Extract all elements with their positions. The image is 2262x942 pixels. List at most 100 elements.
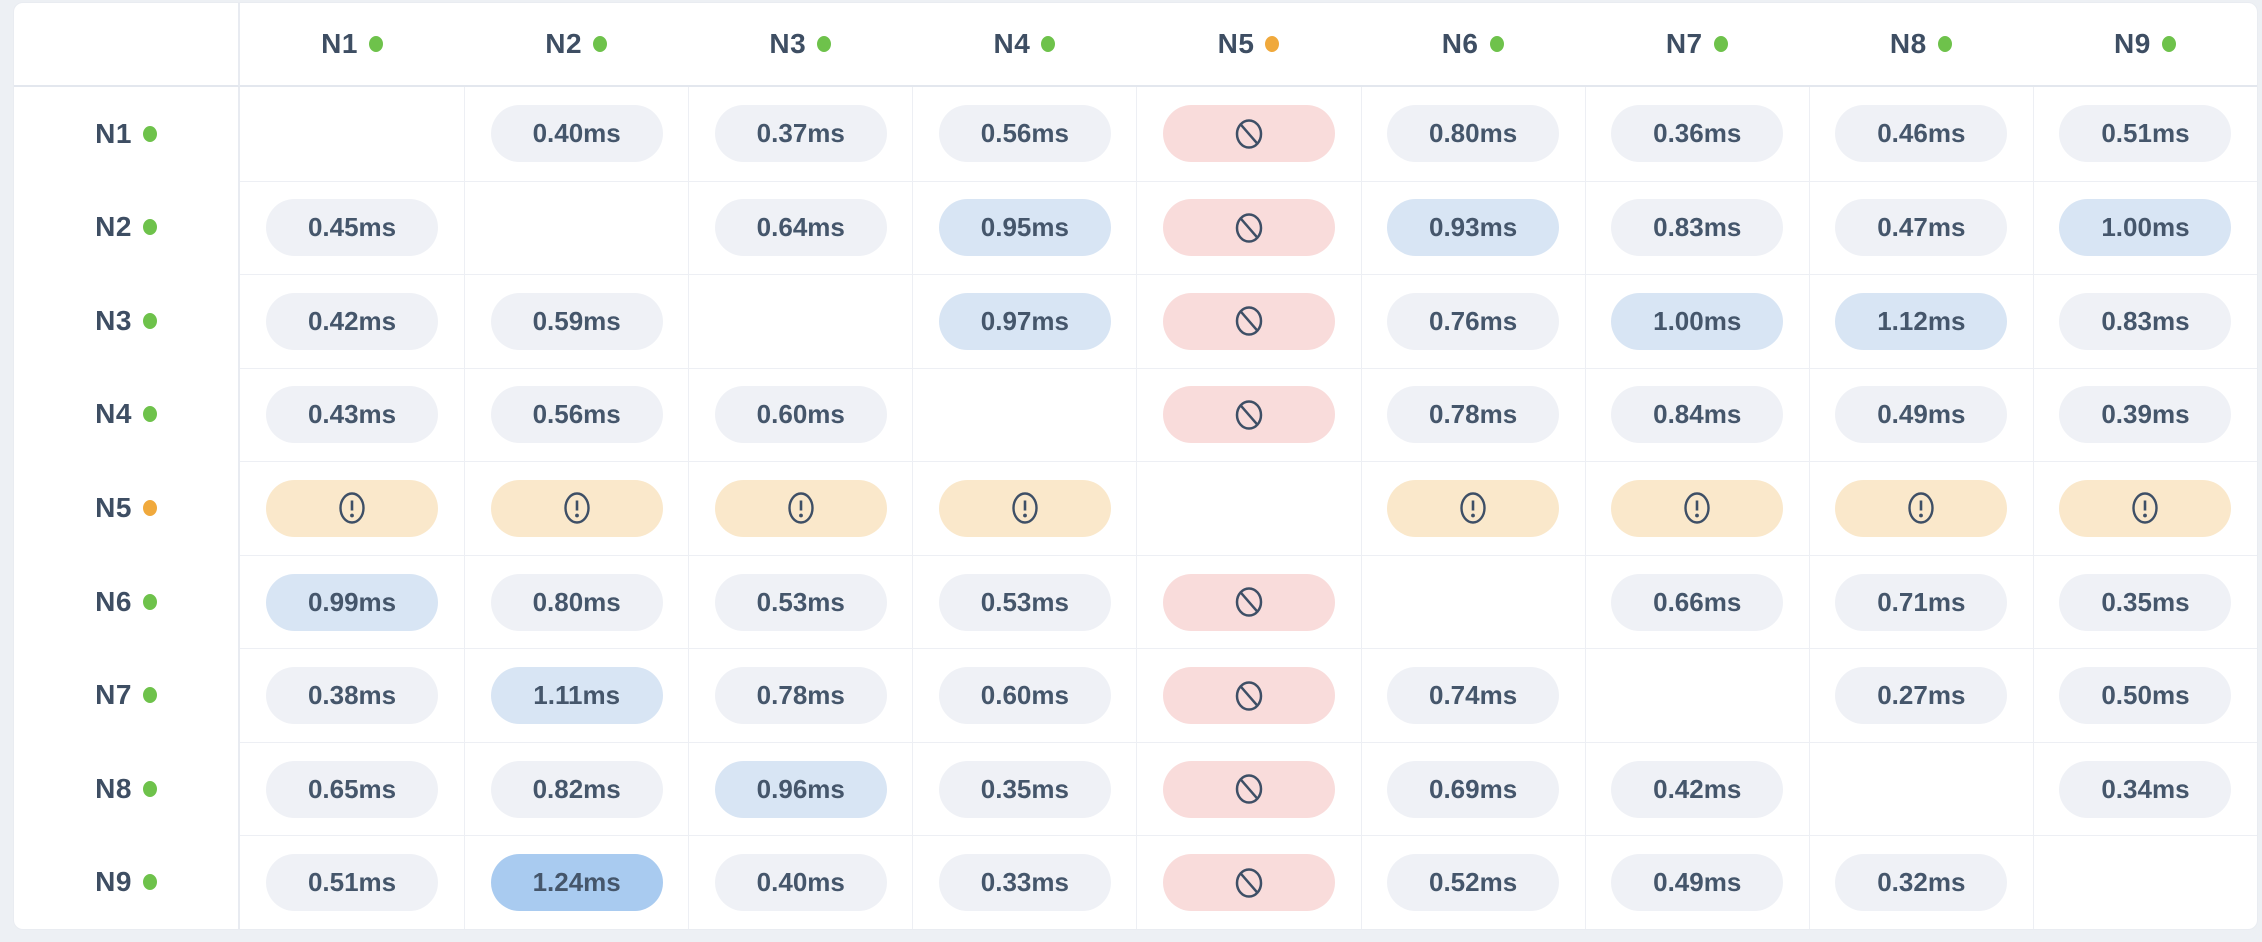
latency-pill[interactable]: 0.50ms [2059, 667, 2232, 725]
blocked-pill[interactable] [1162, 292, 1335, 350]
latency-pill[interactable]: 0.64ms [714, 199, 887, 257]
no-entry-icon [1235, 213, 1263, 243]
latency-pill[interactable]: 0.60ms [938, 667, 1111, 725]
warning-pill[interactable] [1611, 479, 1784, 537]
cell-N9-N9 [2032, 835, 2257, 929]
latency-pill[interactable]: 0.53ms [714, 573, 887, 631]
latency-grid: N1 N2 N3 N4 N5 N6 N7 N8 N9 N1 0.40ms 0.37ms 0.56ms 0.… [14, 3, 2257, 929]
warning-pill[interactable] [490, 479, 663, 537]
cell-N1-N8: 0.46ms [1808, 87, 2033, 181]
latency-pill[interactable]: 1.24ms [490, 854, 663, 912]
row-header-N9: N9 [14, 835, 240, 929]
node-label: N5 [95, 491, 132, 523]
warning-pill[interactable] [2059, 479, 2232, 537]
blocked-pill[interactable] [1162, 105, 1335, 163]
latency-pill[interactable]: 1.11ms [490, 667, 663, 725]
warning-pill[interactable] [266, 479, 439, 537]
latency-pill[interactable]: 0.51ms [2059, 105, 2232, 163]
latency-value: 0.84ms [1653, 399, 1742, 430]
status-dot-icon [593, 36, 608, 52]
latency-pill[interactable]: 0.60ms [714, 386, 887, 444]
warning-pill[interactable] [938, 479, 1111, 537]
cell-N4-N1: 0.43ms [240, 367, 465, 462]
latency-pill[interactable]: 0.59ms [490, 292, 663, 350]
latency-pill[interactable]: 0.78ms [714, 667, 887, 725]
latency-pill[interactable]: 0.34ms [2059, 760, 2232, 818]
latency-pill[interactable]: 0.52ms [1387, 854, 1560, 912]
blocked-pill[interactable] [1162, 667, 1335, 725]
latency-pill[interactable]: 0.96ms [714, 760, 887, 818]
latency-pill[interactable]: 0.82ms [490, 760, 663, 818]
latency-pill[interactable]: 1.00ms [1611, 292, 1784, 350]
cell-N5-N1 [240, 461, 465, 555]
latency-pill[interactable]: 0.76ms [1387, 292, 1560, 350]
node-label: N7 [95, 679, 132, 711]
cell-N4-N6: 0.78ms [1360, 367, 1585, 462]
latency-pill[interactable]: 0.49ms [1835, 386, 2008, 444]
latency-pill[interactable]: 0.51ms [266, 854, 439, 912]
latency-pill[interactable]: 0.39ms [2059, 386, 2232, 444]
latency-pill[interactable]: 0.56ms [938, 105, 1111, 163]
latency-pill[interactable]: 0.83ms [1611, 199, 1784, 257]
latency-pill[interactable]: 0.66ms [1611, 573, 1784, 631]
latency-pill[interactable]: 0.37ms [714, 105, 887, 163]
latency-pill[interactable]: 0.80ms [1387, 105, 1560, 163]
latency-pill[interactable]: 0.32ms [1835, 854, 2008, 912]
node-label: N3 [95, 304, 132, 336]
latency-pill[interactable]: 0.36ms [1611, 105, 1784, 163]
blocked-pill[interactable] [1162, 386, 1335, 444]
latency-pill[interactable]: 0.40ms [490, 105, 663, 163]
status-dot-icon [368, 36, 383, 52]
cell-N8-N3: 0.96ms [688, 741, 913, 836]
latency-pill[interactable]: 1.12ms [1835, 292, 2008, 350]
latency-pill[interactable]: 0.38ms [266, 667, 439, 725]
latency-pill[interactable]: 0.46ms [1835, 105, 2008, 163]
latency-pill[interactable]: 0.93ms [1387, 199, 1560, 257]
latency-pill[interactable]: 1.00ms [2059, 199, 2232, 257]
latency-pill[interactable]: 0.99ms [266, 573, 439, 631]
latency-pill[interactable]: 0.56ms [490, 386, 663, 444]
latency-pill[interactable]: 0.53ms [938, 573, 1111, 631]
latency-pill[interactable]: 0.71ms [1835, 573, 2008, 631]
status-dot-icon [142, 780, 157, 797]
warning-pill[interactable] [1387, 479, 1560, 537]
latency-pill[interactable]: 0.95ms [938, 199, 1111, 257]
latency-value: 0.60ms [756, 399, 845, 430]
latency-pill[interactable]: 0.45ms [266, 199, 439, 257]
warning-pill[interactable] [1835, 479, 2008, 537]
latency-pill[interactable]: 0.33ms [938, 854, 1111, 912]
latency-pill[interactable]: 0.69ms [1387, 760, 1560, 818]
latency-value: 1.24ms [532, 867, 621, 898]
latency-pill[interactable]: 0.84ms [1611, 386, 1784, 444]
latency-value: 0.32ms [1877, 867, 1966, 898]
latency-value: 0.99ms [307, 586, 397, 617]
latency-pill[interactable]: 0.35ms [2059, 573, 2232, 631]
latency-value: 0.80ms [1429, 118, 1518, 149]
blocked-pill[interactable] [1162, 854, 1335, 912]
cell-N5-N9 [2032, 461, 2257, 555]
latency-pill[interactable]: 0.49ms [1611, 854, 1784, 912]
latency-pill[interactable]: 0.97ms [938, 292, 1111, 350]
latency-value: 0.47ms [1877, 212, 1966, 243]
latency-pill[interactable]: 0.83ms [2059, 292, 2232, 350]
latency-pill[interactable]: 0.27ms [1835, 667, 2008, 725]
blocked-pill[interactable] [1162, 199, 1335, 257]
alert-circle-icon [1012, 492, 1038, 525]
latency-pill[interactable]: 0.43ms [266, 386, 439, 444]
latency-pill[interactable]: 0.35ms [938, 760, 1111, 818]
latency-pill[interactable]: 0.80ms [490, 573, 663, 631]
node-label: N4 [993, 28, 1031, 59]
blocked-pill[interactable] [1162, 573, 1335, 631]
blocked-pill[interactable] [1162, 760, 1335, 818]
latency-value: 0.64ms [756, 212, 845, 243]
latency-pill[interactable]: 0.65ms [266, 760, 439, 818]
latency-pill[interactable]: 0.47ms [1835, 199, 2008, 257]
latency-pill[interactable]: 0.78ms [1387, 386, 1560, 444]
latency-pill[interactable]: 0.74ms [1387, 667, 1560, 725]
warning-pill[interactable] [714, 479, 887, 537]
latency-value: 0.93ms [1429, 212, 1518, 243]
latency-value: 0.33ms [980, 867, 1069, 898]
latency-pill[interactable]: 0.42ms [266, 292, 439, 350]
latency-pill[interactable]: 0.40ms [714, 854, 887, 912]
latency-pill[interactable]: 0.42ms [1611, 760, 1784, 818]
